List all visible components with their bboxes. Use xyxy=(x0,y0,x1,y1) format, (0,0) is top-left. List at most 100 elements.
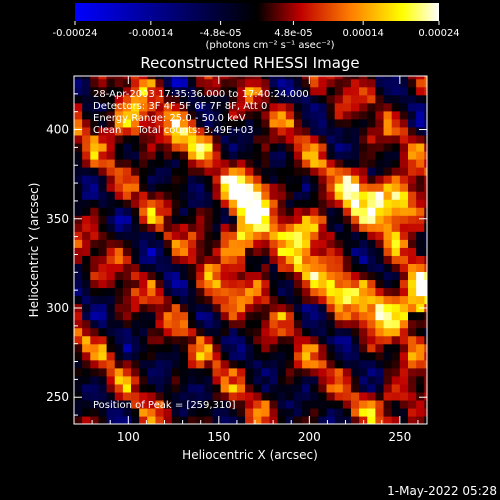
heatmap-cell xyxy=(350,255,360,264)
heatmap-cell xyxy=(114,126,124,136)
heatmap-cell xyxy=(293,215,303,224)
heatmap-cell xyxy=(342,271,352,281)
heatmap-cell xyxy=(391,375,401,385)
heatmap-cell xyxy=(220,399,230,409)
heatmap-cell xyxy=(155,207,165,216)
heatmap-cell xyxy=(334,343,344,353)
heatmap-cell xyxy=(359,303,368,313)
heatmap-cell xyxy=(383,319,393,329)
heatmap-cell xyxy=(424,158,427,168)
heatmap-cell xyxy=(163,94,173,104)
heatmap-cell xyxy=(302,359,311,369)
heatmap-cell xyxy=(383,255,393,264)
heatmap-cell xyxy=(383,391,393,401)
heatmap-cell xyxy=(399,271,409,281)
heatmap-cell xyxy=(163,126,173,136)
heatmap-cell xyxy=(82,335,91,345)
heatmap-cell xyxy=(416,175,425,184)
heatmap-cell xyxy=(359,142,368,152)
heatmap-cell xyxy=(139,191,148,200)
heatmap-cell xyxy=(285,207,295,216)
heatmap-cell xyxy=(407,142,417,152)
heatmap-cell xyxy=(155,76,165,80)
heatmap-cell xyxy=(310,76,319,80)
heatmap-cell xyxy=(318,94,328,104)
heatmap-cell xyxy=(375,191,385,200)
heatmap-cell xyxy=(114,183,124,192)
heatmap-cell xyxy=(82,271,91,281)
heatmap-cell xyxy=(171,223,181,232)
heatmap-cell xyxy=(212,102,222,112)
heatmap-cell xyxy=(114,351,124,361)
heatmap-cell xyxy=(359,102,368,112)
heatmap-cell xyxy=(245,110,254,120)
heatmap-cell xyxy=(90,239,100,248)
heatmap-cell xyxy=(106,279,116,289)
heatmap-cell xyxy=(293,391,303,401)
heatmap-cell xyxy=(131,102,140,112)
heatmap-cell xyxy=(74,367,83,377)
heatmap-cell xyxy=(285,175,295,184)
heatmap-cell xyxy=(293,110,303,120)
heatmap-cell xyxy=(416,215,425,224)
heatmap-cell xyxy=(277,271,287,281)
heatmap-cell xyxy=(407,199,417,208)
heatmap-cell xyxy=(302,191,311,200)
heatmap-cell xyxy=(82,295,91,305)
heatmap-cell xyxy=(98,287,108,297)
heatmap-cell xyxy=(155,295,165,305)
heatmap-cell xyxy=(122,327,132,337)
heatmap-cell xyxy=(399,359,409,369)
heatmap-cell xyxy=(416,399,425,409)
heatmap-cell xyxy=(179,86,189,96)
heatmap-cell xyxy=(204,183,214,192)
heatmap-cell xyxy=(253,183,262,192)
heatmap-cell xyxy=(212,199,222,208)
heatmap-cell xyxy=(236,303,246,313)
heatmap-cell xyxy=(261,118,271,128)
heatmap-cell xyxy=(188,335,197,345)
heatmap-cell xyxy=(375,415,385,424)
heatmap-cell xyxy=(407,367,417,377)
heatmap-cell xyxy=(302,175,311,184)
heatmap-cell xyxy=(212,94,222,104)
heatmap-cell xyxy=(277,255,287,264)
heatmap-cell xyxy=(236,158,246,168)
heatmap-cell xyxy=(318,110,328,120)
heatmap-cell xyxy=(310,102,319,112)
heatmap-cell xyxy=(359,335,368,345)
heatmap-cell xyxy=(179,158,189,168)
heatmap-cell xyxy=(228,359,238,369)
heatmap-cell xyxy=(196,327,205,337)
heatmap-cell xyxy=(82,223,91,232)
heatmap-cell xyxy=(122,207,132,216)
heatmap-cell xyxy=(220,94,230,104)
heatmap-cell xyxy=(147,199,157,208)
heatmap-cell xyxy=(326,255,336,264)
heatmap-cell xyxy=(171,142,181,152)
heatmap-cell xyxy=(228,207,238,216)
heatmap-cell xyxy=(326,102,336,112)
heatmap-cell xyxy=(261,142,271,152)
heatmap-cell xyxy=(334,118,344,128)
heatmap-cell xyxy=(391,303,401,313)
heatmap-cell xyxy=(285,223,295,232)
heatmap-cell xyxy=(350,271,360,281)
heatmap-cell xyxy=(269,110,279,120)
heatmap-cell xyxy=(302,150,311,160)
heatmap-cell xyxy=(342,142,352,152)
heatmap-cell xyxy=(375,223,385,232)
heatmap-cell xyxy=(74,110,83,120)
heatmap-cell xyxy=(261,247,271,256)
heatmap-cell xyxy=(147,102,157,112)
heatmap-cell xyxy=(90,399,100,409)
heatmap-cell xyxy=(114,118,124,128)
heatmap-cell xyxy=(212,207,222,216)
heatmap-cell xyxy=(310,287,319,297)
heatmap-cell xyxy=(375,76,385,80)
heatmap-cell xyxy=(196,319,205,329)
heatmap-cell xyxy=(383,223,393,232)
heatmap-cell xyxy=(139,295,148,305)
heatmap-cell xyxy=(302,319,311,329)
heatmap-cell xyxy=(147,287,157,297)
